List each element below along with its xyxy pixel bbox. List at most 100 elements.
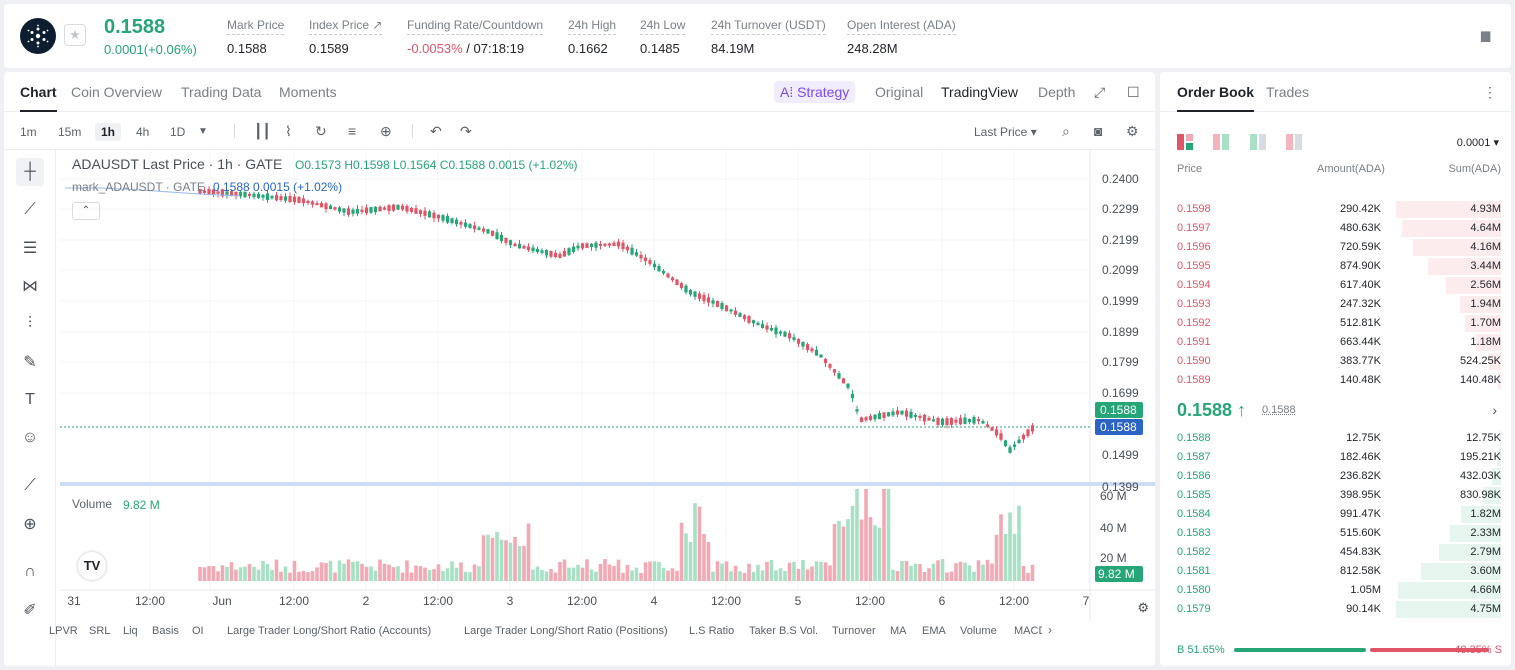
indicator-oi[interactable]: OI <box>192 625 204 637</box>
indicator-liq[interactable]: Liq <box>123 625 138 637</box>
timeframe-1m[interactable]: 1m <box>20 125 37 139</box>
tab-chart[interactable]: Chart <box>20 84 57 112</box>
tab-trading-data[interactable]: Trading Data <box>181 84 262 100</box>
volume-bar <box>589 569 594 581</box>
brush-icon[interactable]: ✎ <box>23 354 37 371</box>
fib-icon[interactable]: ⫶ <box>27 315 32 332</box>
view-asks-bids-icon[interactable] <box>1213 134 1229 150</box>
candle-body <box>922 414 927 422</box>
ask-row[interactable]: 0.1596 720.59K 4.16M <box>1160 238 1511 257</box>
stat-label[interactable]: Open Interest (ADA) <box>847 18 956 35</box>
indicator-srl[interactable]: SRL <box>89 625 111 637</box>
bid-row[interactable]: 0.1584 991.47K 1.82M <box>1160 505 1511 524</box>
candle-body <box>927 417 931 421</box>
camera-icon[interactable]: ◙ <box>1094 123 1103 139</box>
timeframe-1h[interactable]: 1h <box>95 123 122 141</box>
ask-row[interactable]: 0.1598 290.42K 4.93M <box>1160 200 1511 219</box>
window-icon[interactable]: ☐ <box>1127 84 1140 100</box>
chevron-right-icon[interactable]: › <box>1048 623 1052 637</box>
undo-icon[interactable]: ↶ <box>430 123 442 139</box>
templates-icon[interactable]: ≡ <box>348 123 357 139</box>
ask-price: 0.1598 <box>1177 203 1211 215</box>
trendline-icon[interactable]: ⟋ <box>24 201 36 218</box>
timeframe-4h[interactable]: 4h <box>136 125 150 139</box>
ask-row[interactable]: 0.1592 512.81K 1.70M <box>1160 314 1511 333</box>
bid-row[interactable]: 0.1587 182.46K 195.21K <box>1160 448 1511 467</box>
ask-row[interactable]: 0.1597 480.63K 4.64M <box>1160 219 1511 238</box>
stat-label[interactable]: Mark Price <box>227 18 285 35</box>
magnet-icon[interactable]: ∩ <box>24 563 36 580</box>
indicator-ema[interactable]: EMA <box>922 625 946 637</box>
timeframe-1d[interactable]: 1D <box>170 125 186 139</box>
view-depth[interactable]: Depth <box>1038 84 1076 100</box>
precision-select[interactable]: 0.0001 ▾ <box>1456 137 1499 149</box>
indicator-taker-bs-vol[interactable]: Taker B.S Vol. <box>749 625 819 637</box>
bid-row[interactable]: 0.1586 236.82K 432.03K <box>1160 467 1511 486</box>
emoji-icon[interactable]: ☺ <box>21 429 39 446</box>
ask-row[interactable]: 0.1594 617.40K 2.56M <box>1160 276 1511 295</box>
volume-bar <box>477 566 481 581</box>
bid-row[interactable]: 0.1583 515.60K 2.33M <box>1160 524 1511 543</box>
bid-row[interactable]: 0.1582 454.83K 2.79M <box>1160 543 1511 562</box>
candle-body <box>211 189 216 195</box>
tab-moments[interactable]: Moments <box>279 84 337 100</box>
indicator-large-trader-positions[interactable]: Large Trader Long/Short Ratio (Positions… <box>464 625 668 637</box>
pencil-icon[interactable]: ✐ <box>23 602 37 619</box>
crosshair-icon[interactable]: ┼ <box>16 158 44 186</box>
redo-icon[interactable]: ↷ <box>460 123 472 139</box>
view-asks-icon[interactable] <box>1286 134 1302 150</box>
chevron-right-icon[interactable]: › <box>1492 402 1497 418</box>
indicator-basis[interactable]: Basis <box>152 625 179 637</box>
compare-icon[interactable]: ↻ <box>315 123 327 139</box>
bid-row[interactable]: 0.1580 1.05M 4.66M <box>1160 581 1511 600</box>
strategy-button[interactable]: A⁞ Strategy <box>774 81 856 103</box>
bid-row[interactable]: 0.1585 398.95K 830.98K <box>1160 486 1511 505</box>
view-tradingview[interactable]: TradingView <box>941 84 1019 100</box>
gear-icon[interactable]: ⚙ <box>1126 123 1139 139</box>
indicator-macd[interactable]: MACD <box>1014 625 1042 637</box>
stat-label[interactable]: Funding Rate/Countdown <box>407 18 544 35</box>
indicators-icon[interactable]: ⌇ <box>285 123 292 139</box>
tab-coin-overview[interactable]: Coin Overview <box>71 84 163 100</box>
settings-gear-icon[interactable]: ⚙ <box>1137 600 1149 615</box>
view-bids-icon[interactable] <box>1250 134 1266 150</box>
candle-type-icon[interactable]: ┃┃ <box>254 123 271 139</box>
zoom-in-icon[interactable]: ⊕ <box>23 516 37 533</box>
add-indicator-icon[interactable]: ⊕ <box>380 123 392 139</box>
timeframe-15m[interactable]: 15m <box>58 125 82 139</box>
stat-label[interactable]: Index Price ↗ <box>309 18 383 35</box>
tab-trades[interactable]: Trades <box>1266 84 1310 100</box>
indicator-ls-ratio[interactable]: L.S Ratio <box>689 625 735 637</box>
ask-row[interactable]: 0.1590 383.77K 524.25K <box>1160 352 1511 371</box>
chevron-down-icon[interactable]: ▼ <box>198 126 208 137</box>
indicator-volume[interactable]: Volume <box>960 625 997 637</box>
tradingview-logo-icon[interactable]: TV <box>78 552 106 580</box>
bid-row[interactable]: 0.1581 812.58K 3.60M <box>1160 562 1511 581</box>
view-original[interactable]: Original <box>875 84 924 100</box>
ask-row[interactable]: 0.1595 874.90K 3.44M <box>1160 257 1511 276</box>
horizontal-lines-icon[interactable]: ☰ <box>22 240 38 257</box>
tab-order-book[interactable]: Order Book <box>1177 84 1255 112</box>
indicator-large-trader-accounts[interactable]: Large Trader Long/Short Ratio (Accounts) <box>227 625 432 637</box>
indicator-ma[interactable]: MA <box>890 625 907 637</box>
indicator-lpvr[interactable]: LPVR <box>49 625 78 637</box>
chart-svg[interactable]: 0.2400 0.2299 0.2199 0.2099 0.1999 0.1899 0.17… <box>60 150 1155 620</box>
price-chart[interactable]: 0.2400 0.2299 0.2199 0.2099 0.1999 0.1899 0.17… <box>60 150 1155 666</box>
price-source-select[interactable]: Last Price ▾ <box>974 125 1037 139</box>
ruler-icon[interactable]: ⟋ <box>24 477 36 494</box>
more-icon[interactable]: ⋮ <box>1483 84 1497 100</box>
collapse-legend-button[interactable]: ⌃ <box>72 202 100 220</box>
bid-row[interactable]: 0.1579 90.14K 4.75M <box>1160 600 1511 619</box>
text-icon[interactable]: T <box>25 391 35 408</box>
ask-row[interactable]: 0.1591 663.44K 1.18M <box>1160 333 1511 352</box>
expand-icon[interactable]: ⤢ <box>1094 84 1106 100</box>
bid-row[interactable]: 0.1588 12.75K 12.75K <box>1160 429 1511 448</box>
pattern-icon[interactable]: ⋈ <box>22 278 38 295</box>
ask-row[interactable]: 0.1589 140.48K 140.48K <box>1160 371 1511 390</box>
search-icon[interactable]: ⌕ <box>1062 123 1070 139</box>
favorite-star-icon[interactable]: ★ <box>64 24 86 46</box>
indicator-turnover[interactable]: Turnover <box>832 625 876 637</box>
view-both-icon[interactable] <box>1177 134 1193 150</box>
ask-row[interactable]: 0.1593 247.32K 1.94M <box>1160 295 1511 314</box>
book-icon[interactable]: ▆ <box>1481 28 1491 42</box>
